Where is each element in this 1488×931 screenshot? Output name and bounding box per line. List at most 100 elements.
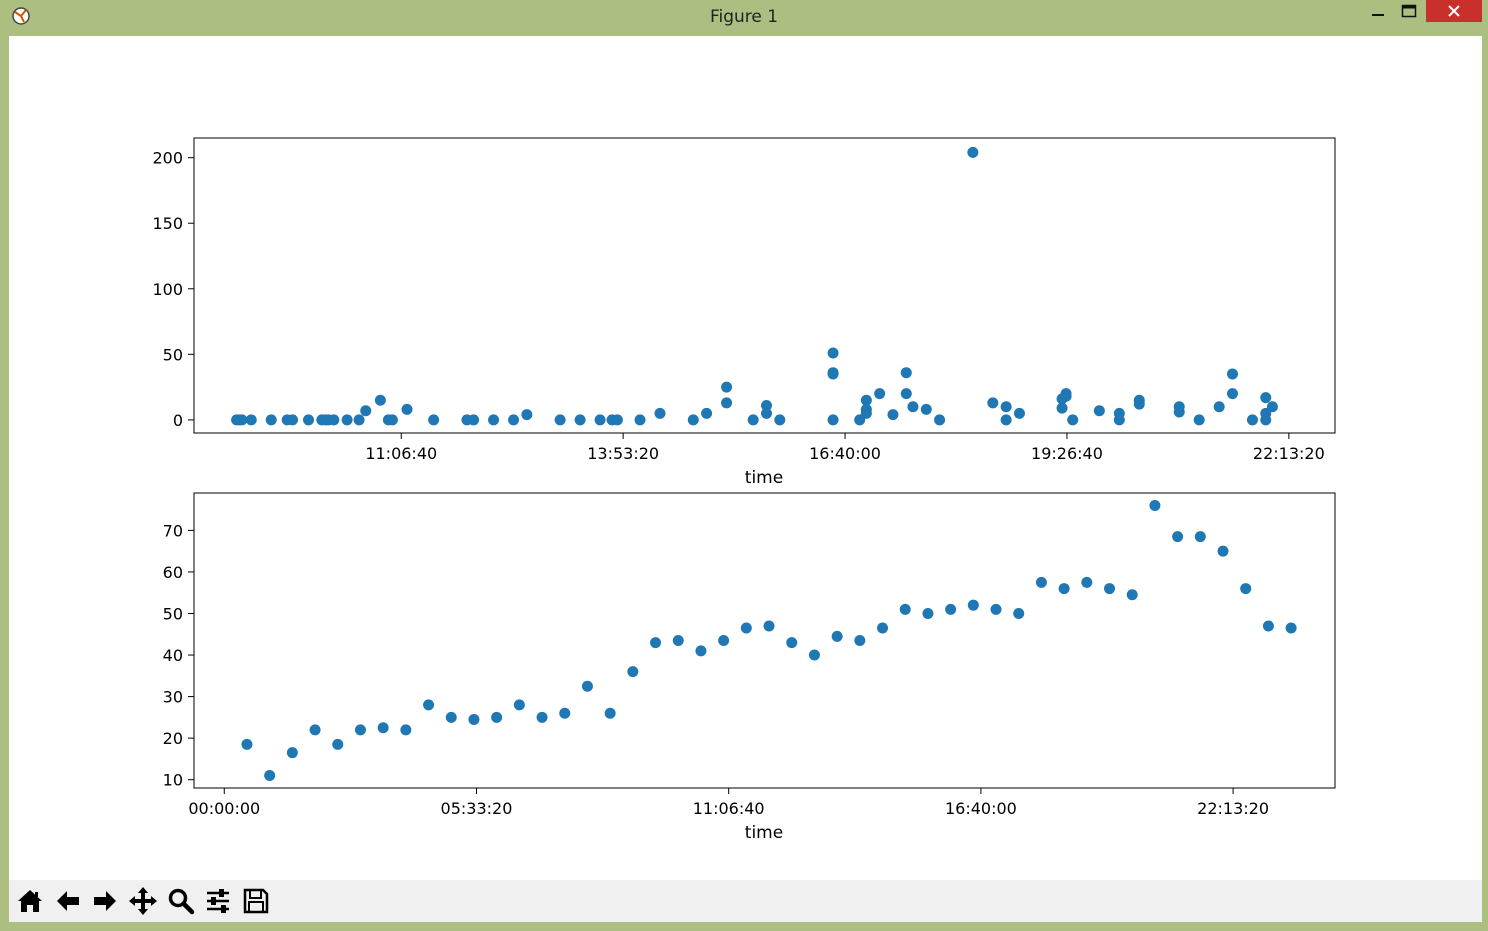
scatter-point xyxy=(581,680,593,692)
scatter-point xyxy=(328,414,340,426)
window-titlebar: Figure 1 xyxy=(0,0,1488,36)
bottom-axes-frame xyxy=(193,492,1336,789)
scatter-point xyxy=(1226,388,1238,400)
scatter-point xyxy=(1193,414,1205,426)
bottom-y-tick-label: 70 xyxy=(163,521,183,540)
scatter-point xyxy=(1056,402,1068,414)
scatter-point xyxy=(760,399,772,411)
zoom-button[interactable] xyxy=(164,884,198,918)
top-y-tick-label: 100 xyxy=(152,280,183,299)
figure-canvas-area: time 11:06:40 13:53:20 16:40:00 19:26:40 22:… xyxy=(9,36,1482,922)
sliders-icon xyxy=(207,889,229,913)
scatter-point xyxy=(377,722,389,734)
close-button[interactable] xyxy=(1426,0,1482,22)
home-button[interactable] xyxy=(13,884,47,918)
scatter-point xyxy=(854,635,866,646)
bottom-x-tick-label: 16:40:00 xyxy=(945,799,1017,818)
forward-button[interactable] xyxy=(88,884,122,918)
arrow-right-icon xyxy=(94,891,116,911)
scatter-point xyxy=(874,388,886,400)
scatter-point xyxy=(428,414,440,426)
scatter-point xyxy=(374,394,386,406)
scatter-point xyxy=(1246,414,1258,426)
scatter-point xyxy=(887,409,899,421)
save-button[interactable] xyxy=(239,884,273,918)
bottom-y-tick-label: 40 xyxy=(163,646,183,665)
scatter-point xyxy=(990,603,1002,615)
pan-button[interactable] xyxy=(126,884,160,918)
figure-canvas[interactable]: time 11:06:40 13:53:20 16:40:00 19:26:40 22:… xyxy=(9,36,1482,880)
scatter-point xyxy=(491,711,503,723)
scatter-point xyxy=(264,770,276,782)
back-button[interactable] xyxy=(51,884,85,918)
scatter-point xyxy=(265,414,277,426)
scatter-point xyxy=(1262,620,1274,632)
scatter-point xyxy=(718,635,730,646)
scatter-point xyxy=(1194,531,1206,543)
scatter-point xyxy=(1081,576,1093,588)
scatter-point xyxy=(1126,589,1138,601)
subplots-button[interactable] xyxy=(201,884,235,918)
scatter-point xyxy=(1173,406,1185,418)
scatter-point xyxy=(920,403,932,415)
scatter-point xyxy=(386,414,398,426)
floppy-disk-icon xyxy=(243,888,269,914)
scatter-point xyxy=(827,347,839,359)
scatter-point xyxy=(747,414,759,426)
bottom-y-tick-label: 30 xyxy=(163,688,183,707)
scatter-point xyxy=(1035,576,1047,588)
scatter-point xyxy=(1013,607,1025,619)
scatter-point xyxy=(574,414,586,426)
scatter-point xyxy=(654,407,666,419)
scatter-point xyxy=(423,699,435,711)
scatter-point xyxy=(899,603,911,615)
scatter-point xyxy=(900,388,912,400)
scatter-point xyxy=(907,401,919,413)
top-y-tick-label: 200 xyxy=(152,149,183,168)
bottom-x-tick-label: 00:00:00 xyxy=(188,799,260,818)
top-y-tick-label: 50 xyxy=(163,345,183,364)
top-x-tick-label: 22:13:20 xyxy=(1253,444,1325,463)
scatter-point xyxy=(967,599,979,611)
scatter-point xyxy=(1217,545,1229,557)
maximize-button[interactable] xyxy=(1395,0,1423,22)
scatter-point xyxy=(236,414,248,426)
scatter-point xyxy=(1113,414,1125,426)
scatter-point xyxy=(611,414,623,426)
scatter-point xyxy=(808,649,820,661)
scatter-point xyxy=(900,367,912,379)
minimize-button[interactable] xyxy=(1364,0,1392,22)
scatter-point xyxy=(521,409,533,421)
scatter-point xyxy=(536,711,548,723)
top-y-tick-label: 150 xyxy=(152,214,183,233)
scatter-point xyxy=(1067,414,1079,426)
scatter-point xyxy=(1266,401,1278,413)
top-x-tick-label: 19:26:40 xyxy=(1031,444,1103,463)
scatter-point xyxy=(445,711,457,723)
scatter-point xyxy=(508,414,520,426)
scatter-point xyxy=(354,724,366,736)
scatter-point xyxy=(1226,368,1238,380)
app-icon xyxy=(11,6,31,26)
scatter-point xyxy=(760,407,772,419)
scatter-point xyxy=(1260,414,1272,426)
scatter-point xyxy=(554,414,566,426)
top-scatter-axes: time 11:06:40 13:53:20 16:40:00 19:26:40 22:… xyxy=(152,137,1336,488)
top-y-tick-label: 0 xyxy=(173,411,183,430)
magnifier-icon xyxy=(168,888,195,915)
scatter-point xyxy=(360,405,372,417)
scatter-point xyxy=(1000,401,1012,413)
bottom-x-axis-label: time xyxy=(745,823,783,843)
scatter-point xyxy=(1172,531,1184,543)
scatter-point xyxy=(1104,583,1116,595)
scatter-point xyxy=(401,403,413,415)
scatter-point xyxy=(763,620,775,632)
scatter-point xyxy=(1058,583,1070,595)
scatter-point xyxy=(827,368,839,380)
scatter-point xyxy=(687,414,699,426)
scatter-point xyxy=(987,397,999,409)
scatter-point xyxy=(1213,401,1225,413)
scatter-point xyxy=(594,414,606,426)
close-icon xyxy=(1448,5,1460,17)
scatter-point xyxy=(740,622,752,634)
